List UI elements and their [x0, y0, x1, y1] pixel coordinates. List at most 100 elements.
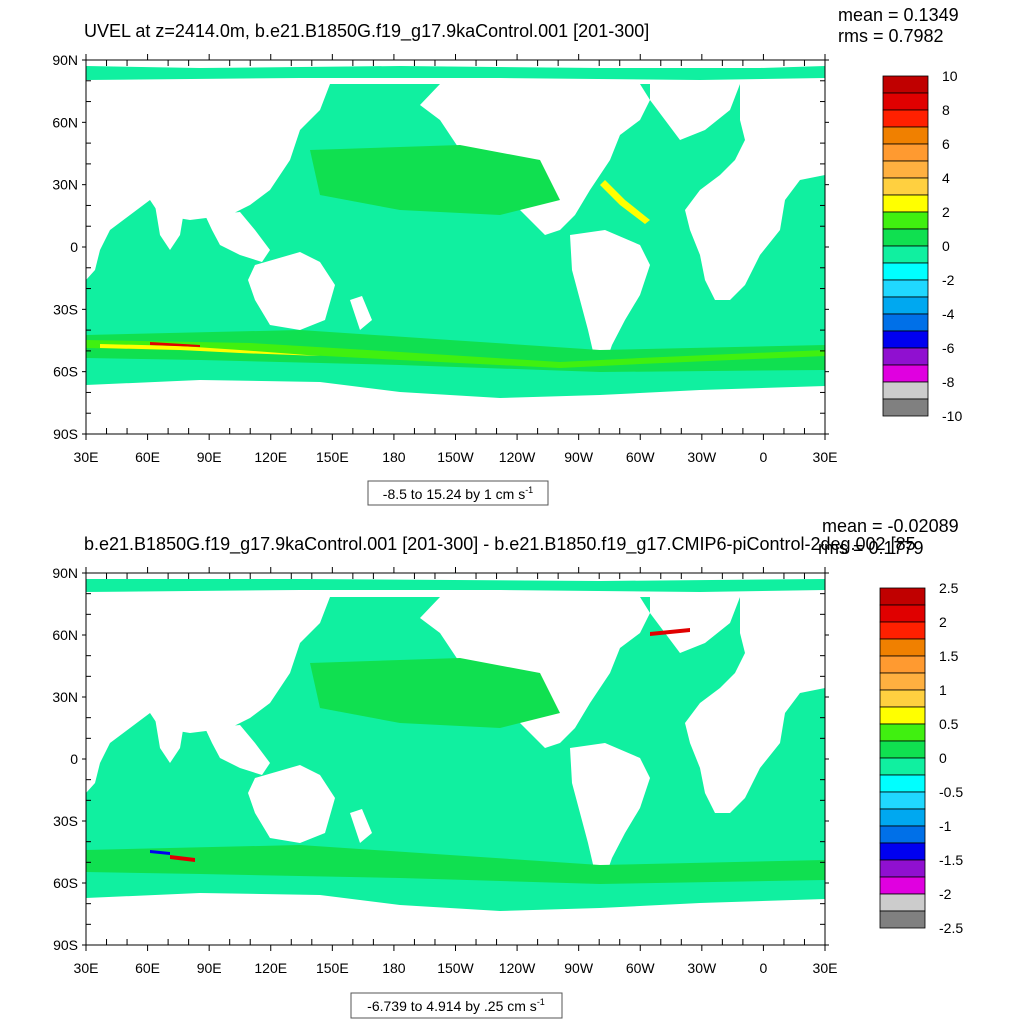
lon-label: 30W — [687, 960, 717, 976]
colorbar-label: 2 — [942, 204, 950, 220]
lon-label: 90W — [564, 960, 594, 976]
colorbar-label: 4 — [942, 170, 950, 186]
colorbar-swatch — [882, 160, 929, 179]
lon-label: 90E — [197, 960, 222, 976]
colorbar-swatch — [879, 825, 926, 844]
lat-label: 60N — [52, 627, 78, 643]
antarctica-land — [86, 380, 825, 434]
rms-label: rms = 0.1779 — [818, 538, 924, 558]
colorbar-swatch — [879, 672, 926, 691]
panel-top: UVEL at z=2414.0m, b.e21.B1850G.f19_g17.… — [52, 5, 962, 506]
arctic-gap — [86, 78, 825, 84]
lon-label: 150W — [437, 960, 474, 976]
colorbar-swatch — [879, 723, 926, 742]
lon-tick-labels: 30E 60E 90E 120E 150E 180 150W 120W 90W 60W 30W 0 30… — [74, 567, 838, 976]
greenland-land — [650, 84, 740, 140]
lon-label: 60E — [135, 449, 160, 465]
south-america-land — [570, 743, 650, 878]
band-red — [150, 342, 200, 347]
colorbar-swatch — [879, 655, 926, 674]
colorbar-label: -1 — [939, 818, 952, 834]
colorbar-swatch — [882, 92, 929, 111]
colorbar-swatch — [879, 808, 926, 827]
antarctica-land — [86, 893, 825, 945]
lon-label: 90E — [197, 449, 222, 465]
anomaly-blue — [150, 850, 170, 855]
arctic-land — [86, 573, 825, 581]
colorbar-swatch — [879, 740, 926, 759]
colorbar-swatch — [879, 842, 926, 861]
colorbar-swatch — [879, 791, 926, 810]
colorbar-swatch — [882, 245, 929, 264]
arctic-land — [86, 60, 825, 68]
colorbar-swatch — [879, 689, 926, 708]
range-box: -6.739 to 4.914 by .25 cm s-1 — [350, 992, 563, 1019]
colorbar-label: 2 — [939, 614, 947, 630]
colorbar-swatch — [879, 604, 926, 623]
lon-label: 30E — [74, 960, 99, 976]
colorbar: 2.5 2 1.5 1 0.5 0 -0.5 -1 -1.5 -2 -2.5 — [879, 580, 963, 936]
band-lightgreen — [86, 340, 825, 368]
lat-label: 30N — [52, 689, 78, 705]
range-label: -8.5 to 15.24 by 1 cm s-1 — [383, 485, 533, 502]
colorbar-label: 1 — [939, 682, 947, 698]
lon-label: 120W — [499, 960, 536, 976]
india-land — [155, 205, 185, 250]
europe-africa-land — [685, 84, 825, 300]
colorbar-label: -0.5 — [939, 784, 963, 800]
lat-label: 90S — [53, 426, 78, 442]
africa-eurasia-land — [86, 597, 330, 793]
lon-label: 120E — [254, 960, 287, 976]
colorbar-label: -2.5 — [939, 920, 963, 936]
rms-label: rms = 0.7982 — [838, 26, 944, 46]
colorbar-swatch — [882, 228, 929, 247]
lon-label: 30E — [813, 960, 838, 976]
band-green-1 — [310, 658, 560, 728]
colorbar-swatch — [882, 143, 929, 162]
lat-tick-labels: 90N 60N 30N 0 30S 60S 90S — [52, 565, 829, 953]
lon-label: 60W — [626, 960, 656, 976]
map-field — [86, 573, 825, 945]
lat-label: 0 — [70, 239, 78, 255]
colorbar-swatch — [879, 757, 926, 776]
lon-label: 120W — [499, 449, 536, 465]
colorbar-swatch — [879, 876, 926, 895]
lon-label: 60E — [135, 960, 160, 976]
range-label: -6.739 to 4.914 by .25 cm s-1 — [367, 997, 545, 1014]
colorbar-swatch — [882, 75, 929, 94]
colorbar-swatch — [882, 313, 929, 332]
lat-label: 90N — [52, 565, 78, 581]
lon-label: 60W — [626, 449, 656, 465]
lat-label: 60S — [53, 875, 78, 891]
colorbar-swatch — [882, 296, 929, 315]
lat-label: 60S — [53, 364, 78, 380]
greenland-land — [650, 597, 740, 653]
colorbar-swatch — [882, 279, 929, 298]
lat-label: 90N — [52, 52, 78, 68]
band-green-2 — [86, 845, 825, 884]
mean-label: mean = -0.02089 — [822, 516, 959, 536]
colorbar-swatch — [882, 347, 929, 366]
colorbar: 10 8 6 4 2 0 -2 -4 -6 -8 -10 — [882, 68, 962, 424]
lon-label: 30E — [813, 449, 838, 465]
colorbar-label: -6 — [942, 340, 955, 356]
colorbar-swatch — [879, 859, 926, 878]
nz-land — [350, 809, 372, 843]
colorbar-swatch — [882, 364, 929, 383]
colorbar-label: -2 — [939, 886, 952, 902]
map-field — [86, 60, 825, 434]
lat-label: 30N — [52, 177, 78, 193]
colorbar-label: 8 — [942, 102, 950, 118]
colorbar-label: -8 — [942, 374, 955, 390]
australia-land — [248, 765, 335, 843]
colorbar-label: -4 — [942, 306, 955, 322]
lon-label: 180 — [382, 960, 406, 976]
lat-label: 60N — [52, 114, 78, 130]
lat-label: 90S — [53, 937, 78, 953]
colorbar-swatch — [879, 621, 926, 640]
colorbar-swatch — [879, 893, 926, 912]
se-asia-land — [205, 725, 270, 775]
lat-label: 30S — [53, 813, 78, 829]
range-box: -8.5 to 15.24 by 1 cm s-1 — [367, 480, 549, 506]
